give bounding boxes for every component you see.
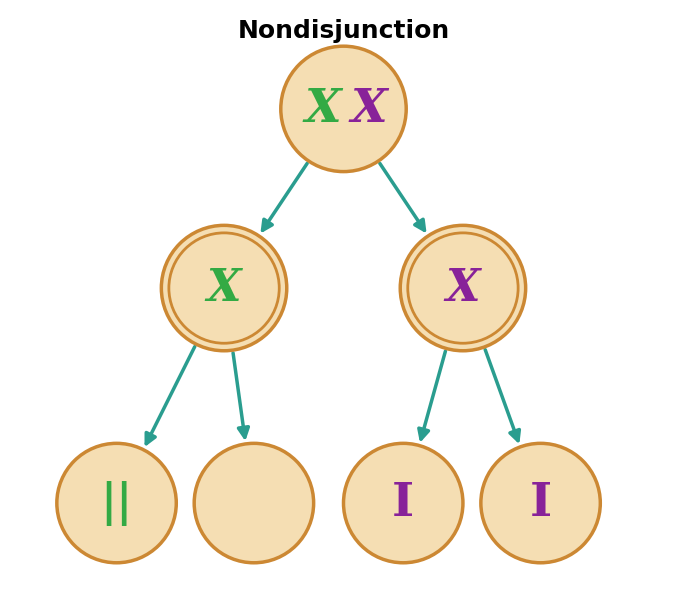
Circle shape (344, 443, 463, 563)
Text: Nondisjunction: Nondisjunction (238, 19, 449, 43)
Text: X: X (207, 266, 241, 310)
Text: X: X (446, 266, 480, 310)
Text: X: X (350, 86, 387, 132)
Text: I: I (530, 480, 552, 526)
Circle shape (401, 226, 526, 351)
Circle shape (161, 226, 286, 351)
Text: ||: || (100, 481, 133, 526)
Circle shape (481, 443, 600, 563)
Circle shape (57, 443, 177, 563)
Circle shape (281, 46, 406, 172)
Text: I: I (392, 480, 414, 526)
Text: X: X (304, 86, 341, 132)
Circle shape (194, 443, 314, 563)
